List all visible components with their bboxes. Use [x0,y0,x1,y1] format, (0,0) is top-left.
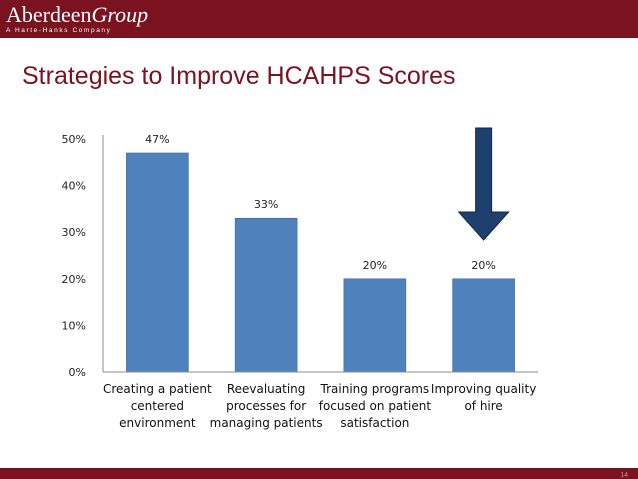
y-tick-label: 20% [62,273,86,286]
bar [234,217,298,373]
data-label: 20% [471,259,495,272]
logo-part-b: Group [91,2,149,27]
slide-title: Strategies to Improve HCAHPS Scores [22,62,456,90]
highlight-arrow-layer [457,127,510,241]
category-label: Training programs focused on patient satis… [319,382,432,430]
aberdeen-group-logo: AberdeenGroup A Harte-Hanks Company [6,4,148,35]
axes [102,135,538,373]
bar-chart: 0% 10% 20% 30% 40% 50% 47% 33% 20% 20% Creating … [62,127,538,430]
y-tick-label: 50% [62,133,86,146]
page-number: 14 [620,472,628,479]
header-bar: AberdeenGroup A Harte-Hanks Company [0,0,638,38]
y-tick-label: 40% [62,180,86,193]
bar [343,278,407,373]
category-label: Improving quality of hire [431,382,536,413]
bars [126,152,515,373]
y-tick-label: 0% [69,366,86,379]
category-label: Reevaluating processes for managing patien… [210,382,323,430]
y-axis-ticks: 0% 10% 20% 30% 40% 50% [62,133,86,379]
category-labels: Creating a patient centered environmentRee… [103,382,536,430]
bar [452,278,515,373]
category-label: Creating a patient centered environment [103,382,212,430]
logo-part-a: Aberdeen [6,2,92,27]
data-labels: 47% 33% 20% 20% [145,133,496,272]
logo-subtitle: A Harte-Hanks Company [6,27,112,34]
data-label: 20% [363,259,387,272]
down-arrow-icon [457,127,510,241]
logo-wordmark: AberdeenGroup [6,4,148,26]
footer-bar [0,468,638,479]
bar [126,152,189,373]
y-tick-label: 10% [62,319,86,332]
data-label: 47% [145,133,169,146]
data-label: 33% [254,198,278,211]
y-tick-label: 30% [62,226,86,239]
